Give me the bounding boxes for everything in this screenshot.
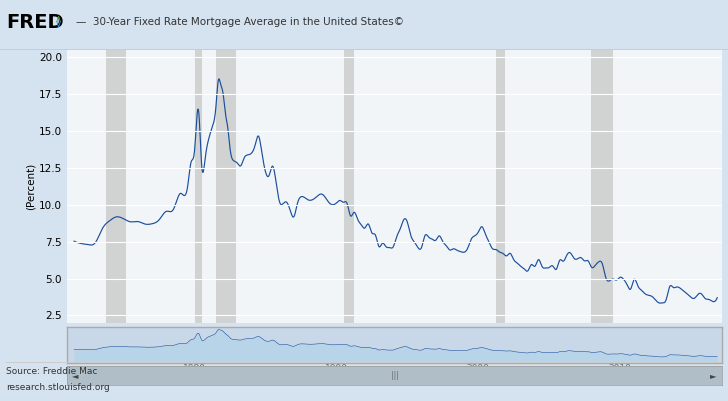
Text: ∧: ∧ bbox=[55, 14, 62, 24]
Bar bbox=[194, 50, 202, 323]
Bar bbox=[344, 50, 354, 323]
Text: |||: ||| bbox=[391, 371, 398, 380]
Bar bbox=[106, 50, 126, 323]
Text: Source: Freddie Mac: Source: Freddie Mac bbox=[6, 367, 98, 376]
Text: ∨: ∨ bbox=[55, 19, 62, 29]
Text: ►: ► bbox=[711, 371, 717, 380]
Bar bbox=[216, 50, 236, 323]
Bar bbox=[590, 50, 613, 323]
Text: research.stlouisfed.org: research.stlouisfed.org bbox=[6, 383, 110, 392]
Text: FRED: FRED bbox=[6, 12, 63, 32]
Text: ◄: ◄ bbox=[72, 371, 79, 380]
Bar bbox=[496, 50, 505, 323]
Text: —  30-Year Fixed Rate Mortgage Average in the United States©: — 30-Year Fixed Rate Mortgage Average in… bbox=[76, 17, 405, 27]
Y-axis label: (Percent): (Percent) bbox=[26, 163, 36, 210]
